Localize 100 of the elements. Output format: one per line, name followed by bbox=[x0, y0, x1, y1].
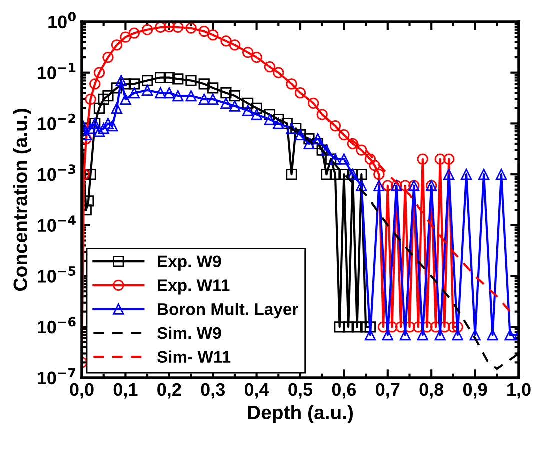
point bbox=[155, 72, 166, 84]
point bbox=[321, 144, 332, 156]
point bbox=[264, 62, 276, 73]
point bbox=[172, 90, 184, 102]
point bbox=[198, 78, 210, 90]
point bbox=[452, 322, 464, 333]
y-tick-label: 10$^{0}$ bbox=[48, 12, 76, 29]
y-axis-title: Concentration (a.u.) bbox=[13, 109, 32, 292]
point bbox=[290, 123, 302, 134]
point bbox=[273, 67, 284, 78]
point bbox=[364, 329, 376, 341]
point bbox=[452, 329, 464, 341]
point bbox=[478, 169, 490, 180]
point bbox=[220, 88, 232, 99]
point bbox=[374, 180, 385, 192]
point bbox=[251, 52, 262, 64]
point bbox=[242, 105, 254, 116]
point bbox=[286, 123, 298, 134]
point bbox=[504, 329, 516, 341]
point bbox=[102, 118, 114, 130]
point bbox=[116, 75, 127, 86]
point bbox=[208, 94, 219, 106]
point bbox=[128, 88, 140, 99]
point bbox=[164, 22, 175, 32]
point bbox=[172, 22, 184, 34]
point bbox=[343, 322, 354, 333]
point bbox=[417, 329, 428, 341]
point bbox=[417, 154, 428, 165]
point bbox=[338, 169, 350, 180]
point bbox=[142, 75, 154, 86]
point bbox=[364, 322, 376, 333]
x-tick-label: 0,9 bbox=[463, 383, 488, 399]
point bbox=[356, 144, 368, 156]
point bbox=[94, 126, 106, 138]
point bbox=[326, 154, 337, 165]
point bbox=[400, 329, 411, 341]
point bbox=[85, 123, 96, 134]
y-tick-label: 10$^{−3}$ bbox=[38, 164, 76, 182]
point bbox=[111, 82, 123, 94]
point bbox=[85, 94, 96, 106]
point bbox=[338, 129, 350, 141]
point bbox=[374, 169, 385, 180]
point bbox=[434, 329, 446, 341]
point bbox=[242, 47, 254, 58]
point bbox=[128, 28, 140, 39]
point bbox=[186, 90, 197, 102]
point bbox=[304, 133, 315, 145]
point bbox=[208, 30, 219, 41]
point bbox=[186, 22, 197, 34]
point bbox=[330, 169, 342, 180]
point bbox=[242, 98, 254, 110]
point bbox=[338, 154, 350, 165]
point bbox=[382, 180, 394, 192]
point bbox=[330, 120, 342, 132]
point bbox=[294, 88, 306, 99]
point bbox=[304, 138, 315, 150]
x-tick-label: 0,4 bbox=[244, 383, 270, 399]
point bbox=[102, 52, 114, 64]
point bbox=[308, 98, 320, 110]
point bbox=[107, 120, 118, 132]
point bbox=[120, 32, 132, 43]
point bbox=[251, 109, 262, 120]
point bbox=[382, 329, 394, 341]
point bbox=[155, 88, 166, 99]
point bbox=[98, 94, 110, 106]
x-tick-label: 0,0 bbox=[70, 383, 94, 399]
point bbox=[208, 82, 219, 94]
point bbox=[102, 90, 114, 102]
point bbox=[286, 78, 298, 90]
point bbox=[330, 154, 342, 165]
point bbox=[264, 109, 276, 120]
point bbox=[312, 133, 324, 145]
x-tick-label: 0,5 bbox=[288, 383, 313, 399]
point bbox=[364, 154, 376, 165]
point bbox=[94, 67, 106, 78]
point bbox=[273, 118, 284, 130]
point bbox=[496, 169, 508, 180]
point bbox=[229, 100, 241, 112]
point bbox=[229, 90, 241, 102]
point bbox=[94, 102, 106, 114]
x-axis-title: Depth (a.u.) bbox=[248, 405, 354, 424]
x-tick-label: 0,8 bbox=[420, 383, 444, 399]
point bbox=[264, 114, 276, 126]
x-tick-label: 0,2 bbox=[158, 383, 182, 399]
point bbox=[98, 123, 110, 134]
point bbox=[198, 26, 210, 38]
point bbox=[400, 180, 411, 192]
point bbox=[444, 169, 455, 180]
point bbox=[220, 36, 232, 47]
point bbox=[128, 78, 140, 90]
point bbox=[356, 180, 368, 192]
point bbox=[164, 72, 175, 84]
point bbox=[316, 109, 328, 120]
legend-label: Sim- W11 bbox=[157, 350, 231, 364]
point bbox=[85, 169, 96, 180]
point bbox=[142, 24, 154, 36]
point bbox=[164, 88, 175, 99]
point bbox=[186, 75, 197, 86]
legend-label: Exp. W9 bbox=[158, 256, 222, 271]
y-tick-label: 10$^{−6}$ bbox=[38, 317, 76, 334]
